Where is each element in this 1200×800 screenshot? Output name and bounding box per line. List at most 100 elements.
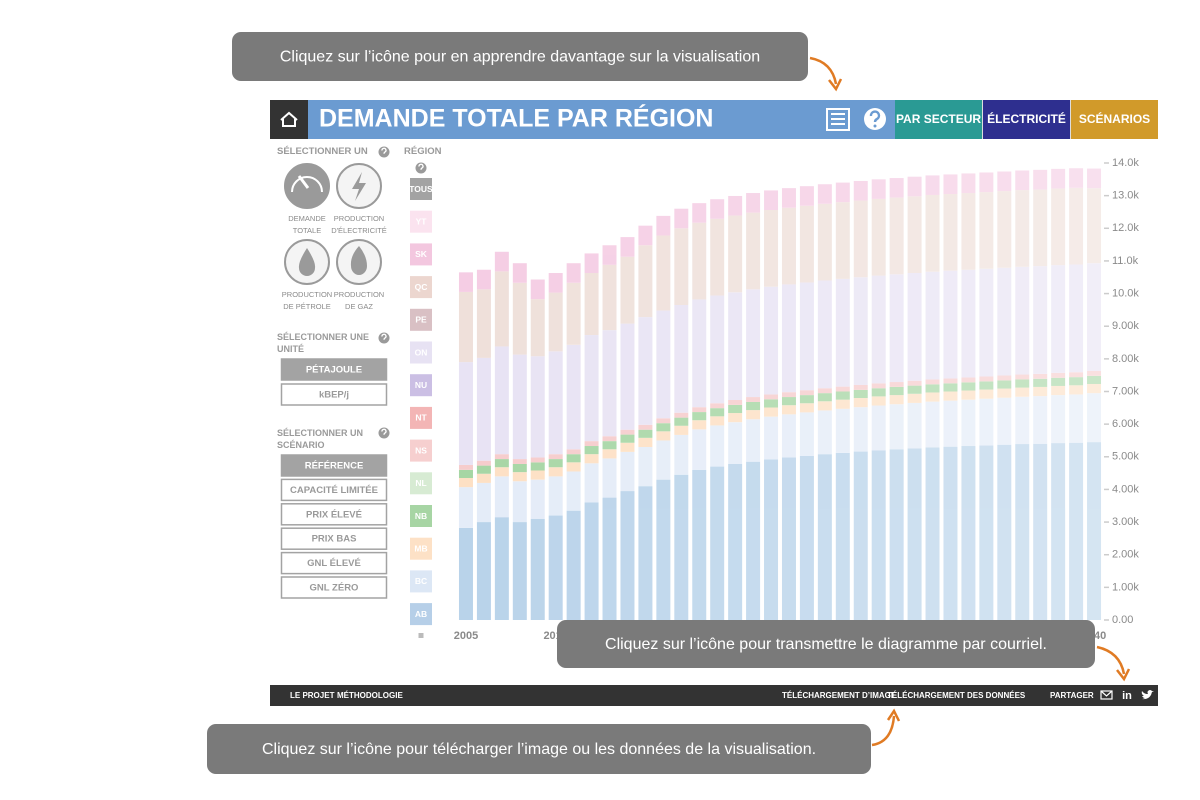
bar-segment[interactable]	[764, 190, 779, 211]
bar-segment[interactable]	[889, 449, 904, 620]
bar-segment[interactable]	[943, 446, 958, 620]
bar-segment[interactable]	[997, 444, 1012, 620]
bar-segment[interactable]	[512, 472, 527, 482]
bar-segment[interactable]	[961, 382, 976, 391]
bar-segment[interactable]	[817, 388, 832, 394]
bar-segment[interactable]	[781, 392, 796, 398]
bar-segment[interactable]	[458, 272, 473, 292]
bar-segment[interactable]	[512, 263, 527, 283]
bar-segment[interactable]	[1033, 189, 1048, 267]
region-button[interactable]	[410, 374, 432, 397]
bar-segment[interactable]	[746, 410, 761, 420]
bar-segment[interactable]	[943, 383, 958, 392]
bar-segment[interactable]	[907, 385, 922, 394]
bar-segment[interactable]	[871, 396, 886, 406]
bar-segment[interactable]	[620, 237, 635, 257]
bar-segment[interactable]	[602, 264, 617, 331]
bar-segment[interactable]	[799, 390, 814, 396]
bar-segment[interactable]	[692, 469, 707, 620]
bar-segment[interactable]	[656, 235, 671, 311]
bar-segment[interactable]	[656, 423, 671, 432]
bar-segment[interactable]	[710, 199, 725, 219]
bar-segment[interactable]	[1015, 190, 1030, 267]
bar-segment[interactable]	[530, 518, 545, 620]
bar-segment[interactable]	[835, 399, 850, 409]
bar-segment[interactable]	[817, 393, 832, 402]
footer-link[interactable]: TÉLÉCHARGEMENT DES DONNÉES	[887, 691, 1026, 700]
bar-segment[interactable]	[656, 440, 671, 480]
bar-segment[interactable]	[494, 251, 509, 272]
bar-segment[interactable]	[674, 208, 689, 229]
bar-segment[interactable]	[638, 424, 653, 430]
bar-segment[interactable]	[1051, 385, 1066, 396]
bar-segment[interactable]	[566, 263, 581, 283]
bar-segment[interactable]	[584, 454, 599, 464]
bar-segment[interactable]	[925, 271, 940, 380]
bar-segment[interactable]	[1051, 377, 1066, 386]
bar-segment[interactable]	[835, 391, 850, 400]
bar-segment[interactable]	[710, 295, 725, 404]
bar-segment[interactable]	[746, 461, 761, 620]
bar-segment[interactable]	[907, 402, 922, 449]
bar-segment[interactable]	[638, 245, 653, 318]
bar-segment[interactable]	[1015, 396, 1030, 445]
bar-segment[interactable]	[602, 458, 617, 498]
bar-segment[interactable]	[566, 282, 581, 345]
bar-segment[interactable]	[620, 491, 635, 620]
bar-segment[interactable]	[799, 403, 814, 413]
bar-segment[interactable]	[746, 289, 761, 398]
bar-segment[interactable]	[889, 178, 904, 198]
bar-segment[interactable]	[512, 459, 527, 464]
option-button[interactable]	[280, 383, 388, 406]
bar-segment[interactable]	[548, 292, 563, 352]
bar-segment[interactable]	[656, 418, 671, 424]
bar-segment[interactable]	[781, 457, 796, 620]
bar-segment[interactable]	[853, 451, 868, 620]
bar-segment[interactable]	[566, 510, 581, 620]
bar-segment[interactable]	[512, 463, 527, 473]
bar-segment[interactable]	[692, 222, 707, 300]
bar-segment[interactable]	[781, 414, 796, 458]
bar-segment[interactable]	[1087, 393, 1102, 443]
bar-segment[interactable]	[1069, 372, 1084, 378]
region-button[interactable]	[410, 308, 432, 331]
bar-segment[interactable]	[764, 210, 779, 287]
option-button[interactable]	[280, 551, 388, 575]
bar-segment[interactable]	[907, 380, 922, 386]
bar-segment[interactable]	[476, 522, 491, 620]
bar-segment[interactable]	[566, 344, 581, 450]
bar-segment[interactable]	[602, 441, 617, 450]
bar-segment[interactable]	[1069, 264, 1084, 373]
bar-segment[interactable]	[925, 447, 940, 620]
bar-segment[interactable]	[1033, 266, 1048, 374]
bar-segment[interactable]	[925, 392, 940, 402]
bar-segment[interactable]	[476, 357, 491, 461]
option-button[interactable]	[280, 478, 388, 502]
tab-button[interactable]	[1071, 100, 1158, 139]
bar-segment[interactable]	[476, 465, 491, 474]
bar-segment[interactable]	[889, 382, 904, 387]
bar-segment[interactable]	[997, 397, 1012, 445]
bar-segment[interactable]	[494, 271, 509, 347]
bar-segment[interactable]	[943, 378, 958, 384]
bar-segment[interactable]	[799, 412, 814, 456]
bar-segment[interactable]	[656, 479, 671, 620]
bar-segment[interactable]	[979, 192, 994, 269]
bar-segment[interactable]	[889, 395, 904, 405]
bar-segment[interactable]	[1015, 266, 1030, 375]
bar-segment[interactable]	[728, 422, 743, 464]
bar-segment[interactable]	[674, 304, 689, 413]
mail-icon[interactable]	[1100, 690, 1113, 700]
bar-segment[interactable]	[1033, 386, 1048, 397]
bar-segment[interactable]	[458, 469, 473, 479]
bar-segment[interactable]	[979, 268, 994, 377]
region-button[interactable]	[410, 341, 432, 364]
bar-segment[interactable]	[943, 174, 958, 195]
bar-segment[interactable]	[1087, 188, 1102, 264]
bar-segment[interactable]	[961, 390, 976, 400]
bar-segment[interactable]	[961, 269, 976, 378]
bar-segment[interactable]	[710, 416, 725, 426]
bar-segment[interactable]	[835, 386, 850, 392]
bar-segment[interactable]	[674, 228, 689, 305]
region-button[interactable]	[410, 439, 432, 462]
